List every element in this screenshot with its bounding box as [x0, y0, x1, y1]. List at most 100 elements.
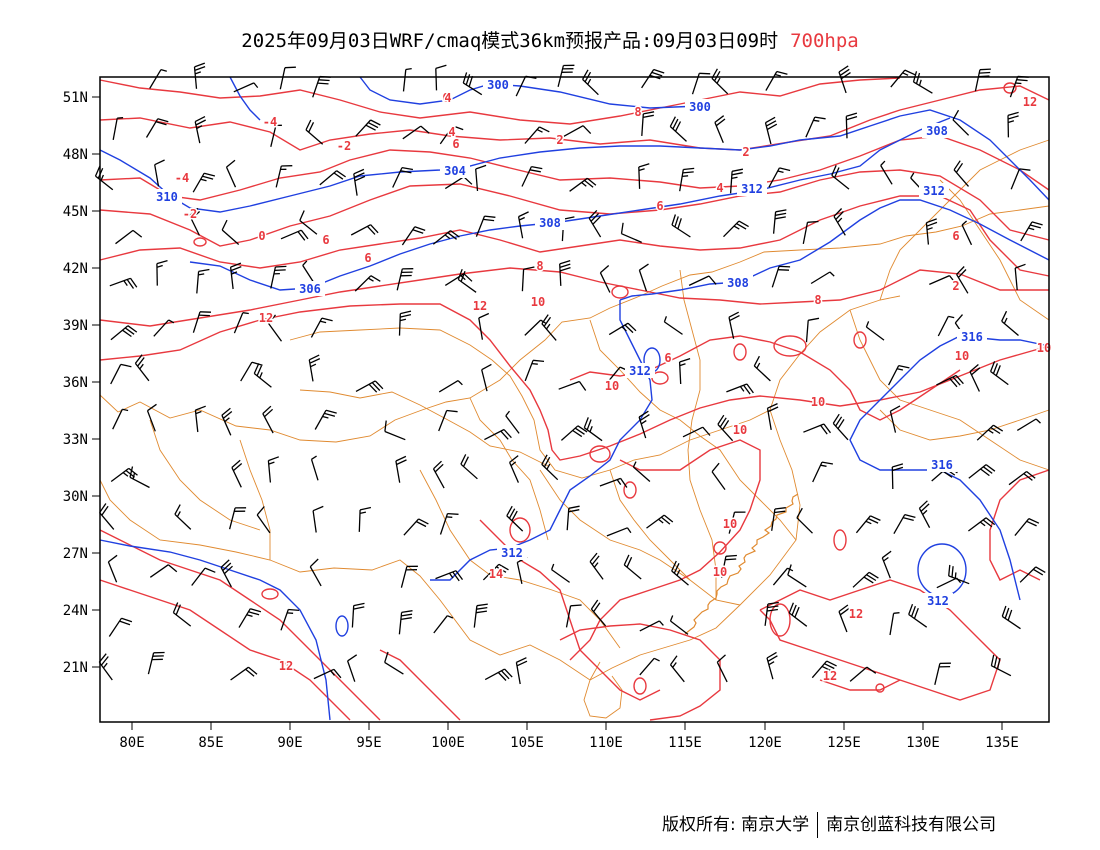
wind-barb [473, 603, 488, 628]
wind-barb [714, 115, 726, 144]
wind-barb [766, 651, 778, 680]
wind-barb [432, 230, 460, 245]
wind-barb [838, 604, 850, 633]
wind-barb [231, 459, 243, 488]
wind-barb [432, 460, 445, 489]
wind-barb [310, 317, 333, 338]
wind-barb [280, 608, 300, 631]
wind-barbs [94, 62, 1046, 685]
wind-barb [312, 505, 324, 533]
geopotential-contour [99, 539, 331, 721]
wind-barb [721, 554, 737, 578]
wind-barb [355, 380, 384, 393]
wind-barb [220, 559, 233, 588]
wind-barb [788, 602, 808, 627]
temperature-label: 10 [713, 565, 727, 579]
temperature-label: 12 [823, 669, 837, 683]
wind-barb [302, 260, 316, 285]
wind-barb [403, 518, 429, 536]
label-mask [923, 593, 953, 608]
lon-tick-label: 130E [906, 735, 940, 751]
temperature-label: 14 [489, 567, 503, 581]
wind-barb [976, 424, 1004, 441]
wind-barb [109, 277, 138, 289]
wind-barb [299, 210, 318, 235]
wind-barb [1014, 518, 1040, 537]
lat-tick-label: 39N [63, 318, 88, 334]
wind-barb [256, 506, 271, 534]
label-mask [440, 163, 470, 178]
temperature-cell [1003, 82, 1017, 94]
wind-barb [515, 657, 528, 685]
wind-barb [832, 413, 849, 441]
temperature-cell [769, 603, 791, 637]
wind-barb [110, 363, 132, 385]
wind-barb [392, 166, 414, 188]
wind-barb [156, 259, 168, 286]
wind-barb [146, 403, 157, 432]
lat-tick-label: 36N [63, 375, 88, 391]
geopotential-center [917, 543, 967, 597]
wind-barb [225, 159, 237, 188]
wind-barb [314, 409, 337, 430]
temperature-label: 12 [1023, 95, 1037, 109]
wind-barb [881, 550, 892, 579]
admin-border [419, 469, 621, 649]
temperature-isotherm [559, 623, 721, 721]
wind-barb [805, 116, 826, 138]
wind-barb [439, 125, 464, 145]
wind-barb [891, 463, 904, 490]
label-mask [625, 363, 655, 378]
wind-barb [228, 507, 247, 530]
wind-barb [716, 654, 728, 683]
wind-barb [475, 215, 496, 237]
wind-barb [771, 507, 786, 531]
label-mask [922, 123, 952, 138]
temperature-isotherm [819, 679, 901, 691]
wind-barb [505, 410, 520, 434]
wind-barb [559, 259, 571, 286]
wind-barb [1008, 470, 1036, 486]
wind-barb [912, 71, 933, 94]
wind-barb [682, 426, 711, 438]
geopotential-label: 312 [629, 364, 651, 378]
wind-barb [638, 410, 650, 439]
wind-barb [280, 229, 309, 241]
geopotential-label: 300 [487, 78, 509, 92]
wind-barb [565, 604, 582, 628]
wind-barb [1010, 168, 1031, 190]
wind-barb [262, 405, 274, 434]
admin-border [583, 661, 623, 719]
admin-border [589, 319, 797, 541]
wind-barb [541, 314, 557, 341]
label-mask [295, 281, 325, 296]
label-mask [685, 99, 715, 114]
wind-barb [350, 224, 379, 236]
temperature-cell [261, 588, 279, 600]
temperature-label: 6 [452, 137, 459, 151]
wind-barb [641, 111, 655, 136]
wind-barb [110, 325, 138, 341]
temperature-label: 0 [258, 229, 265, 243]
wind-barb [802, 220, 819, 245]
wind-barb [638, 263, 649, 292]
wind-barb [310, 455, 319, 481]
temperature-isotherm [569, 439, 761, 661]
geopotential-label: 312 [923, 184, 945, 198]
temperature-label: 6 [656, 199, 663, 213]
temperature-label: 10 [531, 295, 545, 309]
temperature-label: 6 [664, 351, 671, 365]
wind-barb [948, 564, 970, 585]
wind-barb [435, 570, 464, 582]
wind-barb [753, 355, 771, 382]
wind-barb [193, 62, 206, 89]
wind-barb [764, 601, 779, 626]
wind-barb [196, 268, 210, 294]
wind-barb [558, 380, 587, 391]
geopotential-label: 308 [926, 124, 948, 138]
wind-barb [401, 226, 426, 246]
geopotential-contour [99, 109, 1050, 213]
lat-tick-label: 48N [63, 147, 88, 163]
wind-barb [308, 354, 321, 382]
temperature-label: 4 [444, 91, 451, 105]
